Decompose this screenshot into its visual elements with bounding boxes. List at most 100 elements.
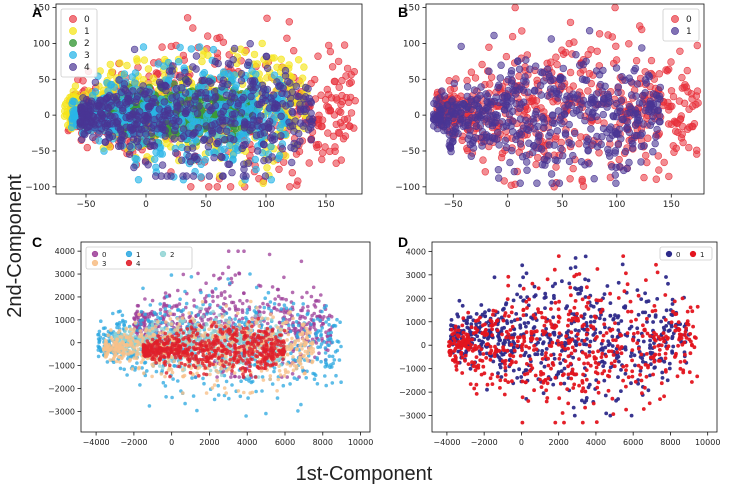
data-point bbox=[120, 313, 125, 318]
points-layer bbox=[96, 249, 343, 418]
data-point bbox=[638, 99, 647, 107]
data-point bbox=[537, 145, 546, 153]
data-point bbox=[565, 139, 573, 147]
data-point bbox=[184, 305, 188, 310]
data-point bbox=[137, 125, 146, 134]
data-point bbox=[304, 84, 312, 93]
data-point bbox=[335, 83, 343, 92]
data-point bbox=[472, 96, 481, 104]
data-point bbox=[173, 103, 181, 111]
data-point bbox=[138, 326, 142, 330]
data-point bbox=[189, 275, 194, 279]
data-point bbox=[537, 104, 545, 112]
data-point bbox=[311, 75, 319, 84]
data-point bbox=[267, 143, 275, 151]
data-point bbox=[303, 316, 308, 320]
data-point bbox=[182, 75, 190, 84]
data-point bbox=[247, 379, 251, 383]
data-point bbox=[569, 164, 577, 173]
data-point bbox=[131, 79, 139, 87]
data-point bbox=[565, 120, 573, 129]
data-point bbox=[672, 119, 681, 127]
data-point bbox=[596, 80, 605, 89]
data-point bbox=[518, 153, 527, 161]
data-point bbox=[91, 78, 100, 87]
data-point bbox=[191, 96, 199, 104]
y-tick-label: 50 bbox=[409, 75, 421, 85]
data-point bbox=[332, 358, 337, 362]
data-point bbox=[612, 179, 620, 187]
data-point bbox=[522, 158, 531, 166]
data-point bbox=[122, 113, 130, 122]
data-point bbox=[692, 150, 701, 158]
y-tick-label: 50 bbox=[39, 75, 51, 85]
data-point bbox=[233, 304, 237, 308]
data-point bbox=[263, 64, 272, 73]
data-point bbox=[218, 172, 227, 180]
data-point bbox=[133, 55, 141, 63]
data-point bbox=[242, 291, 246, 296]
data-point bbox=[170, 395, 174, 400]
data-point bbox=[197, 88, 205, 97]
data-point bbox=[547, 58, 555, 66]
y-tick-label: 150 bbox=[403, 4, 420, 14]
data-point bbox=[240, 301, 245, 306]
data-point bbox=[655, 70, 664, 78]
data-point bbox=[547, 35, 555, 43]
data-point bbox=[301, 306, 305, 310]
data-point bbox=[329, 314, 334, 319]
data-point bbox=[226, 249, 231, 253]
data-point bbox=[157, 172, 166, 180]
data-point bbox=[67, 123, 76, 132]
data-point bbox=[158, 302, 162, 306]
data-point bbox=[299, 308, 303, 313]
data-point bbox=[637, 158, 645, 166]
data-point bbox=[224, 80, 232, 89]
data-point bbox=[277, 132, 285, 140]
data-point bbox=[471, 74, 480, 82]
data-point bbox=[614, 130, 622, 138]
data-point bbox=[176, 288, 180, 293]
data-point bbox=[676, 47, 684, 55]
data-point bbox=[196, 43, 204, 51]
data-point bbox=[192, 52, 201, 60]
data-point bbox=[481, 168, 489, 176]
data-point bbox=[311, 318, 316, 323]
data-point bbox=[223, 290, 227, 294]
data-point bbox=[311, 285, 316, 290]
data-point bbox=[69, 107, 77, 116]
data-point bbox=[339, 344, 343, 349]
y-tick-label: −100 bbox=[25, 183, 50, 193]
data-point bbox=[81, 102, 89, 111]
data-point bbox=[585, 160, 593, 168]
data-point bbox=[172, 149, 180, 157]
data-point bbox=[627, 78, 635, 86]
data-point bbox=[118, 309, 122, 314]
data-point bbox=[463, 76, 471, 85]
data-point bbox=[334, 57, 343, 66]
data-point bbox=[572, 50, 580, 59]
data-point bbox=[285, 18, 293, 26]
data-point bbox=[315, 330, 320, 335]
data-point bbox=[532, 160, 540, 169]
data-point bbox=[97, 339, 102, 344]
data-point bbox=[263, 74, 271, 82]
data-point bbox=[234, 308, 238, 312]
data-point bbox=[151, 155, 159, 164]
data-point bbox=[281, 383, 286, 388]
data-point bbox=[326, 47, 335, 56]
data-point bbox=[322, 315, 326, 319]
data-point bbox=[538, 68, 547, 77]
data-point bbox=[570, 94, 578, 102]
data-point bbox=[201, 156, 210, 164]
data-point bbox=[582, 141, 591, 149]
data-point bbox=[314, 52, 322, 60]
legend-marker bbox=[69, 51, 77, 59]
data-point bbox=[295, 377, 300, 382]
data-point bbox=[656, 83, 664, 92]
data-point bbox=[200, 318, 204, 323]
data-point bbox=[260, 129, 268, 137]
data-point bbox=[183, 14, 192, 22]
data-point bbox=[331, 143, 339, 151]
data-point bbox=[553, 60, 561, 69]
